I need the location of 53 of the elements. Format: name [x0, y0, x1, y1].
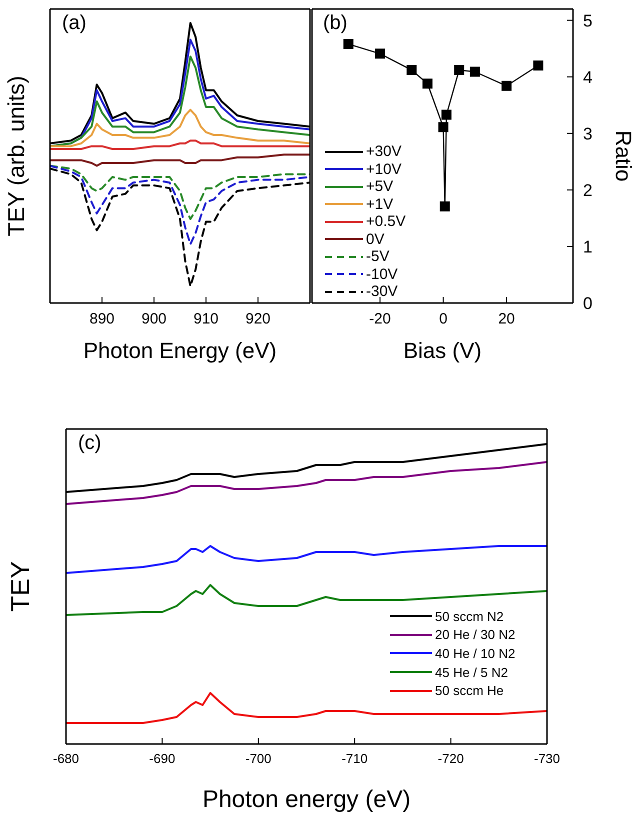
x-tick-label: -710: [342, 751, 368, 766]
y2-tick-label: 1: [583, 237, 592, 256]
legend-label: 50 sccm He: [435, 683, 504, 698]
x-tick-label: 890: [89, 310, 115, 328]
y-axis-title: TEY (arb. units): [3, 76, 30, 236]
x-tick-label: -690: [149, 751, 176, 766]
point: [343, 39, 354, 50]
legend-label: -5V: [366, 248, 390, 266]
x-tick-label: 920: [245, 310, 271, 328]
y-axis-title: TEY: [5, 561, 36, 612]
x-tick-label: 0: [439, 310, 448, 328]
legend-label: 45 He / 5 N2: [435, 664, 508, 680]
point: [441, 110, 452, 120]
y2-tick-label: 5: [583, 11, 592, 30]
legend-label: 0V: [366, 230, 384, 248]
point: [470, 66, 480, 77]
x-tick-label: 20: [498, 310, 515, 328]
x-tick-label: 910: [193, 310, 219, 328]
x-axis-title: Bias (V): [403, 338, 482, 363]
point: [406, 65, 417, 76]
point: [440, 201, 450, 212]
x-tick-label: -20: [369, 310, 391, 328]
annotation: (a): [62, 12, 86, 35]
legend-label: +1V: [366, 196, 394, 213]
legend-label: +10V: [366, 160, 402, 178]
y2-tick-label: 4: [583, 68, 592, 87]
point: [422, 78, 432, 89]
annotation: (c): [78, 432, 102, 455]
x-tick-label: -720: [438, 751, 464, 766]
x-tick-label: 900: [141, 310, 167, 328]
legend-label: 50 sccm N2: [435, 608, 504, 624]
annotation: (b): [323, 12, 348, 35]
point: [454, 65, 464, 76]
legend-label: -10V: [366, 266, 398, 283]
legend-label: +30V: [366, 143, 402, 160]
x-axis-title: Photon Energy (eV): [83, 338, 277, 363]
x-tick-label: -730: [534, 751, 560, 766]
x-tick-label: -700: [245, 751, 272, 766]
legend-label: +0.5V: [366, 213, 406, 230]
y2-tick-label: 2: [583, 180, 592, 200]
y2-tick-label: 0: [583, 294, 592, 314]
x-tick-label: -680: [52, 751, 80, 766]
legend-label: 40 He / 10 N2: [435, 646, 516, 661]
legend-label: -30V: [366, 283, 398, 300]
x-axis-title: Photon energy (eV): [202, 786, 411, 813]
y2-tick-label: 3: [583, 124, 592, 144]
point: [502, 80, 512, 91]
legend-label: +5V: [366, 178, 394, 196]
point: [375, 48, 386, 59]
point: [533, 60, 544, 71]
legend-label: 20 He / 30 N2: [435, 627, 516, 642]
point: [438, 122, 448, 132]
y2-axis-title: Ratio: [611, 130, 636, 182]
